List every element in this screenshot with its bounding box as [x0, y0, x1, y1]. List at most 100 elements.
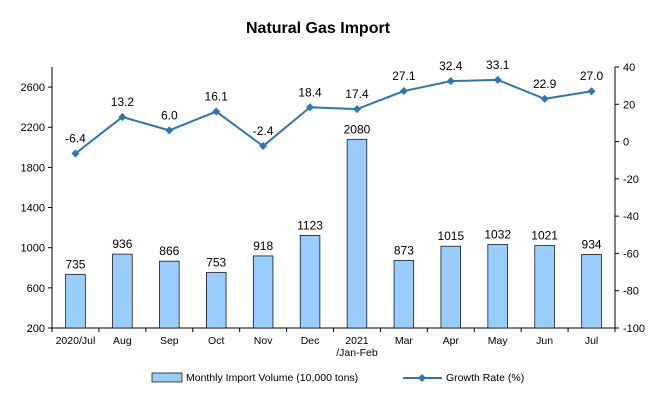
x-tick-label-line: Sep	[160, 335, 179, 347]
bar	[206, 272, 227, 329]
bar	[393, 260, 415, 329]
growth-rate-label: 16.1	[205, 90, 229, 104]
bar-value-label: 753	[206, 255, 226, 269]
growth-rate-label: 32.4	[439, 59, 463, 73]
growth-rate-label: 27.0	[580, 69, 604, 83]
growth-rate-label: 27.1	[392, 69, 416, 83]
growth-rate-marker	[212, 107, 221, 116]
legend-bar-swatch	[151, 372, 183, 383]
bar	[581, 253, 602, 329]
right-tick-label: -40	[623, 211, 639, 223]
x-tick-label: 2021/Jan-Feb	[336, 335, 378, 359]
legend: Monthly Import Volume (10,000 tons) Growt…	[151, 372, 524, 384]
bar	[252, 255, 274, 329]
bar-value-label: 873	[394, 243, 414, 257]
growth-rate-marker	[71, 149, 80, 158]
bar-value-label: 866	[159, 244, 179, 258]
left-tick-label: 2600	[21, 82, 45, 94]
right-tick-label: -80	[623, 286, 639, 298]
bar-series	[65, 138, 602, 329]
bar-value-label: 2080	[344, 122, 371, 136]
x-tick-label-line: Mar	[395, 335, 414, 347]
x-tick-label: Jul	[585, 335, 598, 347]
x-tick-label: 2020/Jul	[56, 335, 96, 347]
growth-rate-label: 18.4	[298, 85, 322, 99]
right-tick-label: -20	[623, 174, 639, 186]
left-tick-label: 1400	[21, 203, 45, 215]
growth-rate-marker	[306, 103, 315, 112]
x-tick-label: May	[488, 335, 509, 347]
x-tick-label-line: May	[488, 335, 509, 347]
data-labels: 735 936 866 753 918 1123 2080 873 1015 1032 1021 93…	[65, 58, 603, 271]
growth-rate-label: -6.4	[65, 132, 86, 146]
growth-rate-label: 33.1	[486, 58, 510, 72]
bar	[159, 260, 180, 329]
bar-value-label: 1015	[437, 229, 464, 243]
growth-rate-label: 22.9	[533, 77, 557, 91]
x-tick-label-line: Aug	[113, 335, 132, 347]
x-tick-label: Mar	[395, 335, 414, 347]
x-tick-label-line: Apr	[443, 335, 460, 347]
left-tick-label: 2200	[21, 122, 45, 134]
growth-rate-marker	[540, 94, 549, 103]
x-tick-label: Apr	[443, 335, 460, 347]
right-tick-label: 20	[623, 99, 635, 111]
legend-line-marker	[418, 374, 426, 382]
growth-rate-label: 17.4	[345, 87, 369, 101]
growth-rate-marker	[493, 75, 502, 84]
axes: 20060010001400180022002600-100-80-60-40-…	[21, 62, 646, 359]
growth-rate-marker	[587, 87, 596, 96]
growth-rate-marker	[399, 87, 408, 96]
bar-value-label: 1021	[531, 229, 558, 243]
growth-rate-marker	[352, 105, 361, 114]
x-tick-label-line: /Jan-Feb	[336, 347, 378, 359]
x-tick-label: Jun	[536, 335, 553, 347]
left-tick-label: 1800	[21, 162, 45, 174]
legend-line-label: Growth Rate (%)	[446, 372, 524, 384]
x-tick-label-line: Jul	[585, 335, 598, 347]
bar-value-label: 1032	[484, 227, 511, 241]
x-tick-label-line: Jun	[536, 335, 553, 347]
chart-title: Natural Gas Import	[246, 20, 391, 37]
growth-rate-label: 6.0	[161, 108, 178, 122]
x-tick-label-line: 2020/Jul	[56, 335, 96, 347]
left-tick-label: 600	[27, 283, 45, 295]
bar-value-label: 735	[65, 257, 85, 271]
left-tick-label: 200	[27, 323, 45, 335]
bar	[299, 234, 321, 329]
x-tick-label-line: 2021	[345, 335, 369, 347]
growth-rate-line	[74, 78, 592, 155]
bar-value-label: 936	[112, 237, 132, 251]
x-tick-label-line: Nov	[254, 335, 273, 347]
right-tick-label: 40	[623, 62, 635, 74]
growth-rate-label: -2.4	[253, 124, 274, 138]
x-tick-label: Oct	[208, 335, 224, 347]
legend-bar-label: Monthly Import Volume (10,000 tons)	[186, 372, 358, 384]
x-tick-label: Sep	[160, 335, 179, 347]
bar-value-label: 918	[253, 239, 273, 253]
bar	[112, 253, 133, 329]
bar-value-label: 1123	[297, 218, 323, 232]
x-tick-label: Nov	[254, 335, 273, 347]
x-tick-label: Dec	[301, 335, 320, 347]
bar-value-label: 934	[582, 237, 602, 251]
bar	[65, 273, 86, 329]
growth-rate-label: 13.2	[111, 95, 135, 109]
bar	[346, 138, 368, 329]
left-tick-label: 1000	[21, 243, 45, 255]
growth-rate-marker	[118, 112, 127, 121]
x-tick-label-line: Dec	[301, 335, 320, 347]
right-tick-label: -60	[623, 248, 639, 260]
bar	[487, 244, 508, 329]
line-series	[71, 75, 596, 158]
growth-rate-marker	[259, 142, 268, 151]
right-tick-label: 0	[623, 137, 629, 149]
bar	[440, 245, 461, 329]
growth-rate-marker	[446, 77, 455, 86]
x-tick-label: Aug	[113, 335, 132, 347]
x-tick-label-line: Oct	[208, 335, 224, 347]
growth-rate-marker	[165, 126, 174, 135]
bar	[534, 245, 555, 329]
